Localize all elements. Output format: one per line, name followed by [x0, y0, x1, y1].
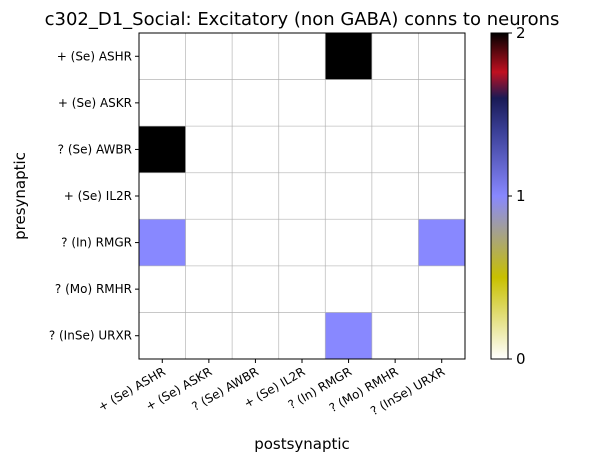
- heatmap-cell: [371, 219, 419, 267]
- y-axis-ticks: + (Se) ASHR + (Se) ASKR ? (Se) AWBR + (Se) …: [49, 49, 139, 343]
- heatmap-cell: [371, 265, 419, 313]
- heatmap-cell: [371, 126, 419, 174]
- heatmap-cell: [278, 33, 326, 81]
- heatmap-cell: [325, 172, 373, 220]
- y-tick-label: ? (Mo) RMHR: [55, 282, 132, 296]
- heatmap-cell: [139, 126, 187, 174]
- x-axis-ticks: + (Se) ASHR+ (Se) ASKR? (Se) AWBR+ (Se) …: [96, 359, 447, 418]
- heatmap-cell: [371, 33, 419, 81]
- colorbar-ticks: 0 1 2: [508, 24, 526, 368]
- heatmap-cell: [371, 79, 419, 127]
- heatmap-cell: [325, 265, 373, 313]
- heatmap-cell: [185, 172, 233, 220]
- x-axis-label: postsynaptic: [254, 435, 350, 453]
- heatmap-cell: [371, 172, 419, 220]
- heatmap-cell: [418, 312, 466, 360]
- heatmap-cell: [185, 312, 233, 360]
- y-tick-label: + (Se) ASHR: [57, 49, 132, 63]
- heatmap-cell: [278, 126, 326, 174]
- heatmap-cell: [185, 219, 233, 267]
- heatmap-cells: [139, 33, 466, 360]
- heatmap-cell: [139, 265, 187, 313]
- heatmap-cell: [185, 126, 233, 174]
- heatmap-cell: [278, 219, 326, 267]
- y-tick-label: ? (In) RMGR: [61, 236, 132, 250]
- y-tick-label: + (Se) ASKR: [58, 96, 132, 110]
- heatmap-cell: [232, 219, 280, 267]
- heatmap-cell: [278, 172, 326, 220]
- heatmap-cell: [418, 219, 466, 267]
- heatmap-cell: [232, 33, 280, 81]
- colorbar-tick-label: 0: [516, 350, 526, 368]
- heatmap-cell: [139, 79, 187, 127]
- heatmap-cell: [418, 33, 466, 81]
- y-tick-label: ? (Se) AWBR: [58, 142, 132, 156]
- heatmap-cell: [232, 172, 280, 220]
- heatmap-cell: [139, 219, 187, 267]
- heatmap-cell: [325, 79, 373, 127]
- colorbar-tick-label: 2: [516, 24, 526, 42]
- heatmap-cell: [139, 312, 187, 360]
- heatmap-cell: [325, 126, 373, 174]
- heatmap-cell: [185, 33, 233, 81]
- heatmap-cell: [278, 265, 326, 313]
- heatmap-cell: [278, 312, 326, 360]
- heatmap-cell: [185, 79, 233, 127]
- heatmap-cell: [418, 265, 466, 313]
- grid-lines: [139, 33, 465, 359]
- y-tick-label: + (Se) IL2R: [64, 189, 132, 203]
- heatmap-cell: [325, 33, 373, 81]
- heatmap-cell: [418, 126, 466, 174]
- heatmap-cell: [139, 33, 187, 81]
- heatmap-cell: [325, 219, 373, 267]
- heatmap-cell: [232, 312, 280, 360]
- heatmap-cell: [418, 172, 466, 220]
- heatmap-cell: [325, 312, 373, 360]
- heatmap-cell: [418, 79, 466, 127]
- heatmap-cell: [232, 79, 280, 127]
- heatmap-cell: [278, 79, 326, 127]
- heatmap-cell: [185, 265, 233, 313]
- heatmap-cell: [139, 172, 187, 220]
- colorbar-tick-label: 1: [516, 187, 526, 205]
- heatmap-cell: [232, 126, 280, 174]
- heatmap-cell: [371, 312, 419, 360]
- y-axis-label: presynaptic: [11, 152, 29, 240]
- heatmap-cell: [232, 265, 280, 313]
- chart-title: c302_D1_Social: Excitatory (non GABA) co…: [45, 9, 560, 30]
- colorbar: [490, 32, 509, 360]
- y-tick-label: ? (InSe) URXR: [49, 329, 132, 343]
